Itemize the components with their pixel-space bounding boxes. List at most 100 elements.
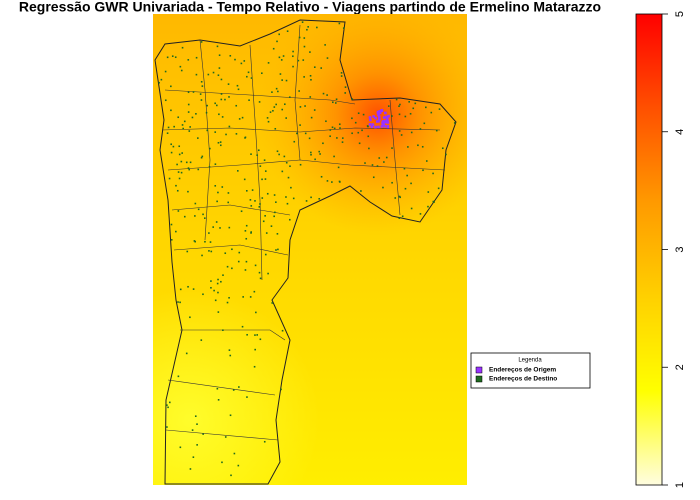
- destination-point: [341, 141, 344, 143]
- destination-point: [233, 452, 236, 455]
- destination-point: [214, 102, 216, 105]
- destination-point: [170, 143, 172, 146]
- destination-point: [425, 106, 427, 109]
- origin-point: [376, 111, 380, 115]
- origin-point: [386, 119, 389, 122]
- origin-point: [382, 122, 385, 126]
- legend-swatch: [475, 366, 483, 374]
- destination-point: [196, 444, 198, 446]
- destination-point: [237, 170, 239, 172]
- destination-point: [326, 57, 329, 59]
- destination-point: [210, 280, 212, 282]
- destination-point: [338, 22, 341, 25]
- destination-point: [316, 26, 318, 29]
- surface: [153, 14, 467, 485]
- destination-point: [265, 232, 268, 234]
- destination-point: [271, 91, 273, 93]
- destination-point: [202, 433, 204, 435]
- destination-point: [226, 301, 229, 304]
- destination-point: [228, 125, 231, 128]
- destination-point: [187, 91, 190, 94]
- destination-point: [209, 147, 211, 150]
- destination-point: [303, 37, 306, 39]
- destination-point: [173, 125, 175, 128]
- destination-point: [170, 109, 172, 112]
- destination-point: [404, 115, 407, 118]
- destination-point: [302, 59, 305, 61]
- legend-box: [470, 352, 591, 389]
- destination-point: [427, 205, 429, 208]
- destination-point: [287, 176, 290, 179]
- destination-point: [174, 56, 177, 59]
- destination-point: [344, 86, 347, 88]
- destination-point: [278, 56, 281, 59]
- destination-point: [371, 164, 374, 166]
- destination-point: [261, 72, 263, 75]
- destination-point: [269, 111, 272, 113]
- destination-point: [409, 112, 412, 115]
- destination-point: [200, 339, 203, 341]
- destination-point: [417, 144, 419, 147]
- destination-point: [299, 124, 301, 126]
- destination-point: [320, 175, 323, 178]
- destination-point: [240, 210, 243, 213]
- destination-point: [276, 150, 279, 153]
- destination-point: [176, 163, 178, 166]
- destination-point: [238, 251, 241, 254]
- destination-point: [227, 83, 230, 85]
- destination-point: [170, 85, 172, 88]
- destination-point: [250, 205, 253, 207]
- destination-point: [367, 135, 370, 138]
- destination-point: [234, 58, 236, 61]
- destination-point: [187, 167, 190, 169]
- legend-swatch: [475, 375, 483, 383]
- destination-point: [226, 265, 229, 268]
- destination-point: [204, 240, 206, 243]
- destination-point: [182, 127, 185, 130]
- destination-point: [308, 137, 311, 140]
- destination-point: [246, 396, 248, 398]
- destination-point: [216, 45, 219, 48]
- destination-point: [368, 147, 370, 150]
- destination-point: [229, 54, 232, 57]
- destination-point: [175, 230, 177, 233]
- destination-point: [200, 80, 203, 83]
- destination-point: [177, 171, 180, 173]
- destination-point: [329, 129, 332, 131]
- destination-point: [217, 278, 219, 281]
- destination-point: [276, 233, 279, 235]
- destination-point: [445, 153, 447, 156]
- destination-point: [187, 111, 190, 113]
- destination-point: [217, 399, 220, 401]
- destination-point: [303, 76, 305, 78]
- destination-point: [243, 178, 246, 181]
- destination-point: [240, 62, 243, 65]
- destination-point: [266, 117, 269, 119]
- destination-point: [292, 50, 294, 53]
- destination-point: [179, 65, 182, 68]
- destination-point: [333, 155, 335, 158]
- destination-point: [408, 101, 410, 103]
- destination-point: [364, 162, 366, 164]
- destination-point: [263, 159, 266, 161]
- destination-point: [245, 237, 248, 240]
- destination-point: [298, 90, 300, 92]
- destination-point: [216, 200, 218, 203]
- destination-point: [208, 250, 210, 252]
- origin-point: [372, 115, 375, 118]
- destination-point: [318, 197, 321, 200]
- destination-point: [247, 71, 250, 74]
- destination-point: [170, 223, 173, 226]
- destination-point: [214, 131, 217, 133]
- destination-point: [309, 74, 312, 77]
- destination-point: [227, 192, 230, 194]
- destination-point: [180, 171, 183, 174]
- destination-point: [167, 406, 169, 409]
- destination-point: [185, 161, 188, 164]
- origin-point: [377, 115, 381, 119]
- destination-point: [194, 202, 197, 205]
- destination-point: [164, 70, 167, 73]
- destination-point: [281, 79, 283, 81]
- destination-point: [222, 329, 224, 332]
